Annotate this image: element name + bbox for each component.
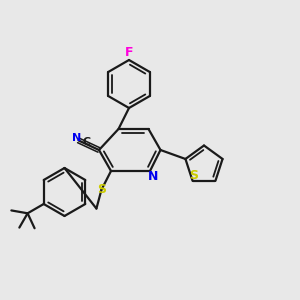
Text: N: N <box>73 133 82 143</box>
Text: F: F <box>125 46 133 59</box>
Text: C: C <box>82 137 90 147</box>
Text: S: S <box>97 183 106 196</box>
Text: N: N <box>148 170 158 184</box>
Text: S: S <box>189 169 198 182</box>
